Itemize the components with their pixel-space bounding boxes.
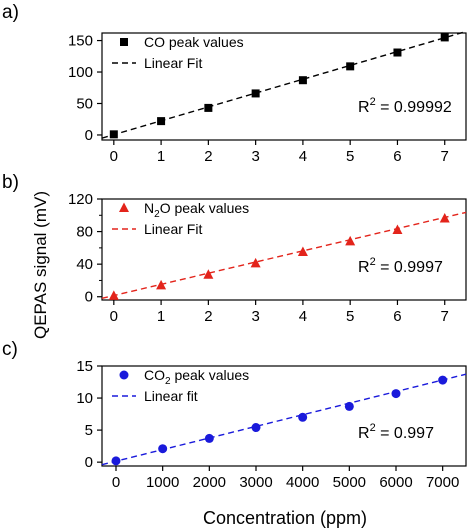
y-tick-label: 5 bbox=[85, 422, 93, 439]
x-tick-label: 2000 bbox=[193, 474, 226, 491]
data-point bbox=[393, 48, 402, 57]
x-tick-label: 2 bbox=[204, 308, 212, 325]
legend-series-label: CO peak values bbox=[144, 34, 244, 50]
data-point bbox=[204, 103, 213, 112]
data-point bbox=[251, 423, 261, 433]
legend-marker bbox=[119, 370, 129, 380]
x-tick-label: 3 bbox=[251, 148, 259, 165]
data-point bbox=[251, 89, 260, 98]
x-tick-label: 0 bbox=[112, 474, 120, 491]
x-tick-label: 6 bbox=[393, 148, 401, 165]
data-point bbox=[392, 224, 403, 234]
y-tick-label: 0 bbox=[85, 289, 93, 306]
data-point bbox=[346, 62, 355, 71]
data-point bbox=[109, 130, 118, 139]
x-tick-label: 3 bbox=[251, 308, 259, 325]
panel-1: a) 0 1 2 3 4 5 6 7 0 50 100 150 CO peak values Linear … bbox=[2, 2, 467, 165]
y-tick-label: 15 bbox=[76, 358, 93, 375]
legend-fit-label: Linear Fit bbox=[144, 55, 202, 71]
data-point bbox=[439, 213, 450, 223]
y-tick-label: 80 bbox=[76, 224, 93, 241]
x-tick-label: 1 bbox=[157, 148, 165, 165]
x-tick-label: 5 bbox=[346, 308, 354, 325]
legend-fit-label: Linear Fit bbox=[144, 221, 202, 237]
r-squared-annotation: R2 = 0.99992 bbox=[358, 96, 452, 116]
legend-fit-label: Linear fit bbox=[144, 388, 198, 404]
x-tick-label: 5 bbox=[346, 148, 354, 165]
panel-2: b) 0 1 2 3 4 5 6 7 0 40 80 120 N2O peak valuesLinear … bbox=[2, 172, 467, 325]
x-tick-label: 4000 bbox=[286, 474, 319, 491]
y-tick-label: 40 bbox=[76, 256, 93, 273]
y-tick-label: 100 bbox=[68, 64, 93, 81]
r-squared-annotation: R2 = 0.9997 bbox=[358, 256, 443, 276]
plot-frame bbox=[101, 198, 467, 301]
panel-label: b) bbox=[2, 172, 19, 193]
x-tick-label: 7000 bbox=[426, 474, 459, 491]
data-point bbox=[157, 117, 166, 126]
x-tick-label: 6 bbox=[393, 308, 401, 325]
data-point bbox=[108, 290, 119, 300]
plot-frame bbox=[101, 365, 467, 467]
panel-label: c) bbox=[2, 339, 18, 360]
x-tick-label: 3000 bbox=[239, 474, 272, 491]
x-tick-label: 0 bbox=[110, 148, 118, 165]
data-point bbox=[345, 235, 356, 246]
x-tick-label: 1 bbox=[157, 308, 165, 325]
data-point bbox=[344, 401, 354, 411]
r-squared-annotation: R2 = 0.997 bbox=[358, 422, 434, 442]
x-tick-label: 4 bbox=[299, 148, 307, 165]
data-point bbox=[158, 444, 168, 454]
y-tick-label: 150 bbox=[68, 33, 93, 50]
data-point bbox=[203, 269, 214, 279]
legend-series-label: N2O peak values bbox=[144, 200, 249, 220]
x-tick-label: 1000 bbox=[146, 474, 179, 491]
plot-frame bbox=[101, 32, 467, 141]
panel-3: c) 0 1000 2000 3000 4000 5000 6000 7000 0 5 10 15 CO2… bbox=[2, 339, 467, 491]
data-point bbox=[298, 76, 307, 85]
data-point bbox=[440, 33, 449, 42]
x-tick-label: 5000 bbox=[333, 474, 366, 491]
data-point bbox=[250, 257, 261, 268]
y-tick-label: 0 bbox=[85, 454, 93, 471]
data-point bbox=[111, 456, 121, 466]
legend-series-label: CO2 peak values bbox=[144, 367, 249, 387]
x-tick-label: 6000 bbox=[379, 474, 412, 491]
y-tick-label: 50 bbox=[76, 95, 93, 112]
legend-marker bbox=[120, 38, 128, 46]
data-point bbox=[156, 279, 167, 290]
x-tick-label: 7 bbox=[441, 308, 449, 325]
x-axis-label: Concentration (ppm) bbox=[203, 508, 367, 528]
data-point bbox=[438, 375, 448, 385]
data-point bbox=[297, 246, 308, 256]
x-tick-label: 7 bbox=[441, 148, 449, 165]
panel-label: a) bbox=[2, 2, 19, 23]
y-tick-label: 0 bbox=[85, 127, 93, 144]
y-axis-label: QEPAS signal (mV) bbox=[31, 191, 50, 339]
data-point bbox=[391, 389, 401, 399]
x-tick-label: 2 bbox=[204, 148, 212, 165]
data-point bbox=[298, 412, 308, 422]
y-tick-label: 120 bbox=[68, 191, 93, 208]
legend-marker bbox=[119, 202, 129, 212]
x-tick-label: 4 bbox=[299, 308, 307, 325]
data-point bbox=[204, 433, 214, 443]
y-tick-label: 10 bbox=[76, 390, 93, 407]
x-tick-label: 0 bbox=[110, 308, 118, 325]
